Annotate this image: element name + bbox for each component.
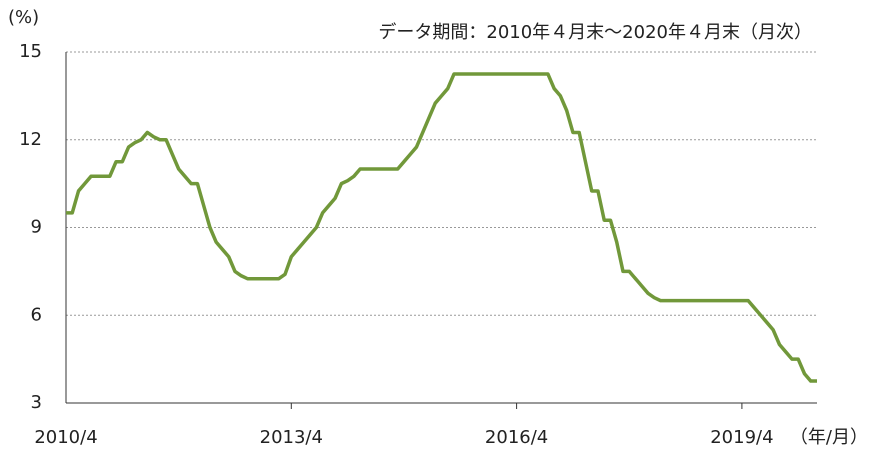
data-line bbox=[66, 72, 817, 383]
x-tick-label: 2013/4 bbox=[260, 427, 323, 448]
x-tick-label: 2019/4 bbox=[710, 427, 773, 448]
x-unit: （年/月） bbox=[790, 427, 868, 448]
y-tick-label: 9 bbox=[31, 217, 42, 238]
x-tick-label: 2016/4 bbox=[485, 427, 548, 448]
y-tick-label: 3 bbox=[31, 392, 42, 413]
y-unit: (%) bbox=[8, 7, 39, 28]
subtitle: データ期間：2010年４月末～2020年４月末（月次） bbox=[378, 22, 812, 43]
y-tick-label: 15 bbox=[19, 41, 42, 62]
x-tick-label: 2010/4 bbox=[34, 427, 97, 448]
y-tick-label: 6 bbox=[31, 304, 42, 325]
y-tick-label: 12 bbox=[19, 129, 42, 150]
